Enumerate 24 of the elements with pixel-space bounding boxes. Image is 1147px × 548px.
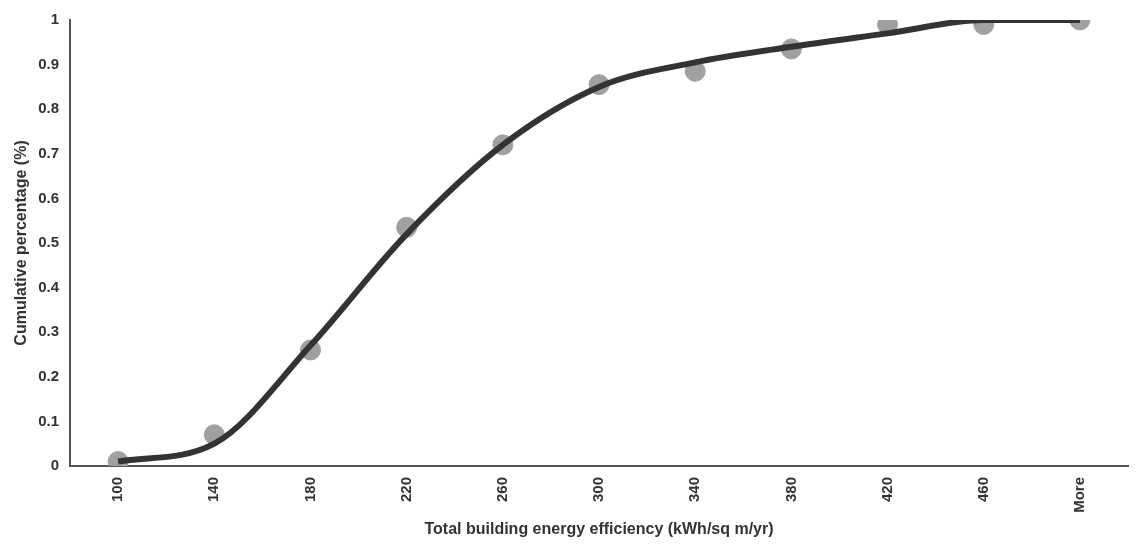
x-tick-label: 460 [973,476,991,502]
y-tick-label: 0.3 [38,322,60,340]
x-tick-label: 340 [685,476,703,502]
y-tick-label: 0 [50,456,60,474]
x-tick-label: 380 [781,476,799,502]
y-tick-label: 1 [50,10,60,28]
x-tick-label: 100 [108,476,126,502]
y-tick-label: 0.6 [38,188,60,206]
x-tick-label: 140 [204,476,222,502]
x-axis-title: Total building energy efficiency (kWh/sq m/yr) [424,519,774,537]
y-axis-title: Cumulative percentage (%) [12,140,30,346]
y-tick-label: 0.7 [38,143,60,161]
y-tick-label: 0.9 [38,54,60,72]
x-tick-label: 300 [589,476,607,502]
y-tick-label: 0.1 [38,411,60,429]
y-tick-label: 0.4 [38,277,60,295]
x-tick-label: 420 [877,476,895,502]
y-tick-label: 0.5 [38,233,60,251]
x-tick-label: 260 [492,476,510,502]
x-tick-label: 220 [396,476,414,502]
y-tick-label: 0.8 [38,99,60,117]
x-tick-label: More [1070,476,1088,513]
y-tick-label: 0.2 [38,366,60,384]
x-tick-label: 180 [300,476,318,502]
